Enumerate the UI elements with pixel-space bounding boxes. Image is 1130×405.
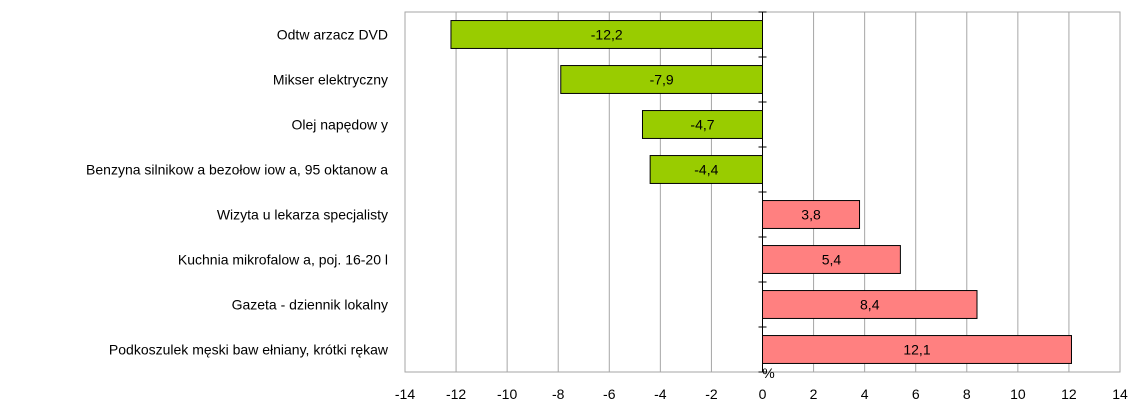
x-tick-label: -6 xyxy=(603,386,616,402)
x-tick-label: 2 xyxy=(810,386,818,402)
x-tick-label: -8 xyxy=(552,386,565,402)
bar xyxy=(450,20,763,49)
x-tick-label: 6 xyxy=(912,386,920,402)
x-tick-label: -12 xyxy=(446,386,466,402)
x-unit-label: % xyxy=(762,365,774,381)
category-label: Mikser elektryczny xyxy=(273,72,388,88)
labels: -12,2 Odtw arzacz DVD -7,9 Mikser elektrycz… xyxy=(86,27,1128,403)
bar-value-label: 3,8 xyxy=(801,207,821,223)
bar-value-label: 5,4 xyxy=(822,252,842,268)
category-label: Olej napędow y xyxy=(291,117,388,133)
x-tick-label: 8 xyxy=(963,386,971,402)
bar-value-label: -4,7 xyxy=(690,117,714,133)
category-label: Kuchnia mikrofalow a, poj. 16-20 l xyxy=(178,252,388,268)
axes xyxy=(758,11,767,373)
x-tick-label: -4 xyxy=(654,386,667,402)
category-label: Wizyta u lekarza specjalisty xyxy=(217,207,388,223)
bar-value-label: 8,4 xyxy=(860,297,880,313)
bar-value-label: -12,2 xyxy=(591,27,623,43)
bars xyxy=(450,20,1072,364)
bar-value-label: -7,9 xyxy=(650,72,674,88)
x-tick-label: 10 xyxy=(1010,386,1026,402)
x-tick-label: -14 xyxy=(395,386,415,402)
x-tick-label: -10 xyxy=(497,386,517,402)
bar xyxy=(762,290,978,319)
x-tick-label: 14 xyxy=(1112,386,1128,402)
bar xyxy=(649,155,764,184)
category-label: Benzyna silnikow a bezołow iow a, 95 okt… xyxy=(86,162,388,178)
category-label: Gazeta - dziennik lokalny xyxy=(232,297,388,313)
bar-value-label: -4,4 xyxy=(694,162,718,178)
bar xyxy=(762,335,1072,364)
bar xyxy=(762,200,861,229)
x-tick-label: -2 xyxy=(705,386,718,402)
x-tick-label: 0 xyxy=(759,386,767,402)
bar xyxy=(762,245,901,274)
x-tick-label: 4 xyxy=(861,386,869,402)
bar xyxy=(641,110,763,139)
bar-value-label: 12,1 xyxy=(903,342,930,358)
category-label: Odtw arzacz DVD xyxy=(277,27,388,43)
x-tick-label: 12 xyxy=(1061,386,1077,402)
category-label: Podkoszulek męski baw ełniany, krótki rę… xyxy=(109,342,389,358)
